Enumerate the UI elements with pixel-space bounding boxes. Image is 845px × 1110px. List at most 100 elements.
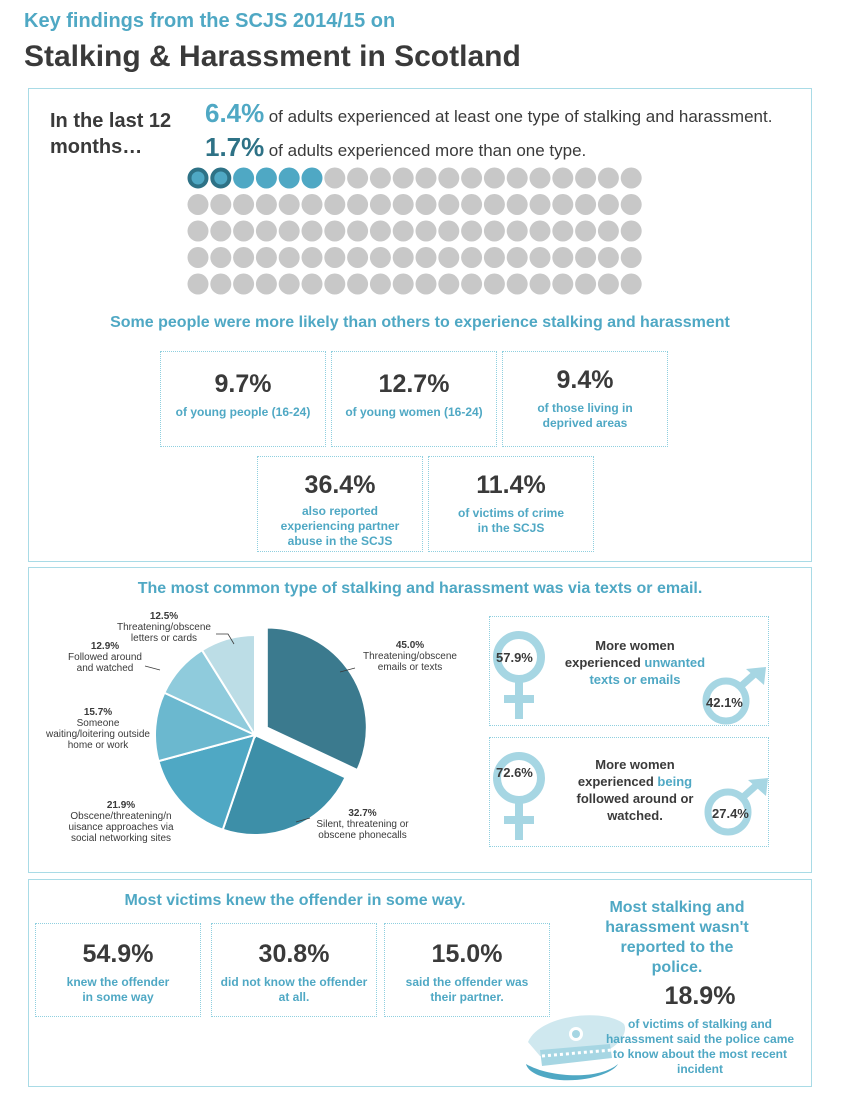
waffle-dot [369,220,391,242]
waffle-dot [529,220,551,242]
pie-label-pct: 45.0% [395,640,425,651]
waffle-dot [255,167,277,189]
police-heading: Most stalking and harassment wasn't repo… [605,899,749,976]
stat-one-value: 6.4% [205,98,265,128]
waffle-dot [529,167,551,189]
waffle-dot [278,273,300,295]
waffle-dot [461,220,483,242]
waffle-dot [301,247,323,268]
group-card-label: of young people (16-24) [175,405,311,419]
types-panel [28,567,812,873]
waffle-dot [233,167,255,189]
types-heading: The most common type of stalking and har… [137,580,703,597]
waffle-dot [369,167,391,189]
pie-label-social: 21.9% Obscene/threatening/n uisance appr… [66,800,176,844]
men-pct: 42.1% [706,695,743,710]
waffle-dot [552,247,574,268]
waffle-dot [438,247,460,268]
waffle-dot [415,220,437,242]
offender-heading: Most victims knew the offender in some w… [124,892,466,909]
groups-heading: Some people were more likely than others… [110,314,730,331]
waffle-dot [620,220,642,242]
stat-two-value: 1.7% [205,132,265,162]
women-pct: 57.9% [496,650,533,665]
waffle-chart [187,167,642,295]
pie-label-text: Threatening/obscene letters or cards [117,622,211,644]
waffle-dot [392,220,414,242]
police-stat: 18.9% of victims of stalking and harassm… [600,982,800,1077]
waffle-dot [301,273,323,295]
gender-text-line4: watched. [607,808,663,823]
waffle-dot [620,194,642,215]
police-value: 18.9% [664,982,736,1010]
group-card-young-people: 9.7% of young people (16-24) [160,351,326,447]
group-card-young-women: 12.7% of young women (16-24) [331,351,497,447]
waffle-dot [483,194,505,215]
waffle-dot [324,194,346,215]
waffle-dot [233,273,255,295]
waffle-dot [233,194,255,215]
waffle-dot [506,273,528,295]
waffle-dot [210,273,232,295]
pie-label-pct: 12.9% [90,641,120,652]
offender-card-label: did not know the offender at all. [220,975,368,1004]
waffle-dot [324,273,346,295]
pie-slice [157,733,257,831]
offender-card-value: 54.9% [82,940,154,968]
waffle-dot [278,220,300,242]
pie-label-pct: 32.7% [348,808,377,819]
waffle-dot [597,247,619,268]
waffle-dot [552,273,574,295]
kicker-title: Key findings from the SCJS 2014/15 on [24,10,396,32]
intro-text: In the last 12 months… [50,110,172,158]
offender-panel [28,879,812,1087]
waffle-dot [620,273,642,295]
group-card-partner-abuse: 36.4% also reported experiencing partner… [257,456,423,552]
stat-line-two: 1.7% of adults experienced more than one… [205,132,586,163]
waffle-dot [506,194,528,215]
waffle-dot [506,167,528,189]
waffle-dot [301,167,323,189]
waffle-dot [438,220,460,242]
waffle-dot [575,247,597,268]
waffle-dot [461,247,483,268]
waffle-dot [301,194,323,215]
prevalence-panel [28,88,812,562]
pie-label-emails: 45.0% Threatening/obscene emails or text… [355,640,465,673]
offender-card-value: 15.0% [431,940,503,968]
waffle-dot [597,194,619,215]
waffle-dot [347,220,369,242]
waffle-dot [187,273,209,295]
waffle-dot [552,194,574,215]
female-symbol-icon [493,752,545,840]
waffle-dot [483,220,505,242]
pie-slice [221,733,347,836]
waffle-dot [483,273,505,295]
waffle-dot [597,167,619,189]
waffle-dot [483,167,505,189]
waffle-dot [187,247,209,268]
waffle-dot [255,220,277,242]
waffle-dot [575,220,597,242]
group-card-label: of young women (16-24) [345,405,483,419]
waffle-dot [415,194,437,215]
waffle-dot [506,220,528,242]
gender-text-highlight: being [657,774,693,789]
group-card-value: 36.4% [304,471,376,499]
waffle-dot [233,220,255,242]
waffle-dot [529,273,551,295]
waffle-dot [210,247,232,268]
gender-text-b: experienced [564,655,645,670]
waffle-dot [187,167,209,189]
waffle-dot [392,167,414,189]
waffle-dot [347,194,369,215]
pie-slice [265,626,368,772]
waffle-dot [392,194,414,215]
waffle-dot [347,273,369,295]
waffle-dot [278,194,300,215]
group-card-deprived-areas: 9.4% of those living in deprived areas [502,351,668,447]
waffle-dot [324,167,346,189]
offender-card-knew: 54.9% knew the offender in some way [35,923,201,1017]
gender-text-b: experienced [577,774,658,789]
pie-slice [154,691,258,763]
